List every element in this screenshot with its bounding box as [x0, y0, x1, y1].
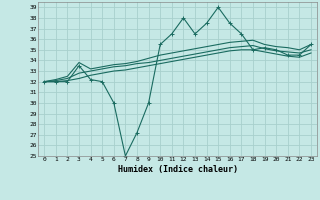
X-axis label: Humidex (Indice chaleur): Humidex (Indice chaleur)	[118, 165, 238, 174]
